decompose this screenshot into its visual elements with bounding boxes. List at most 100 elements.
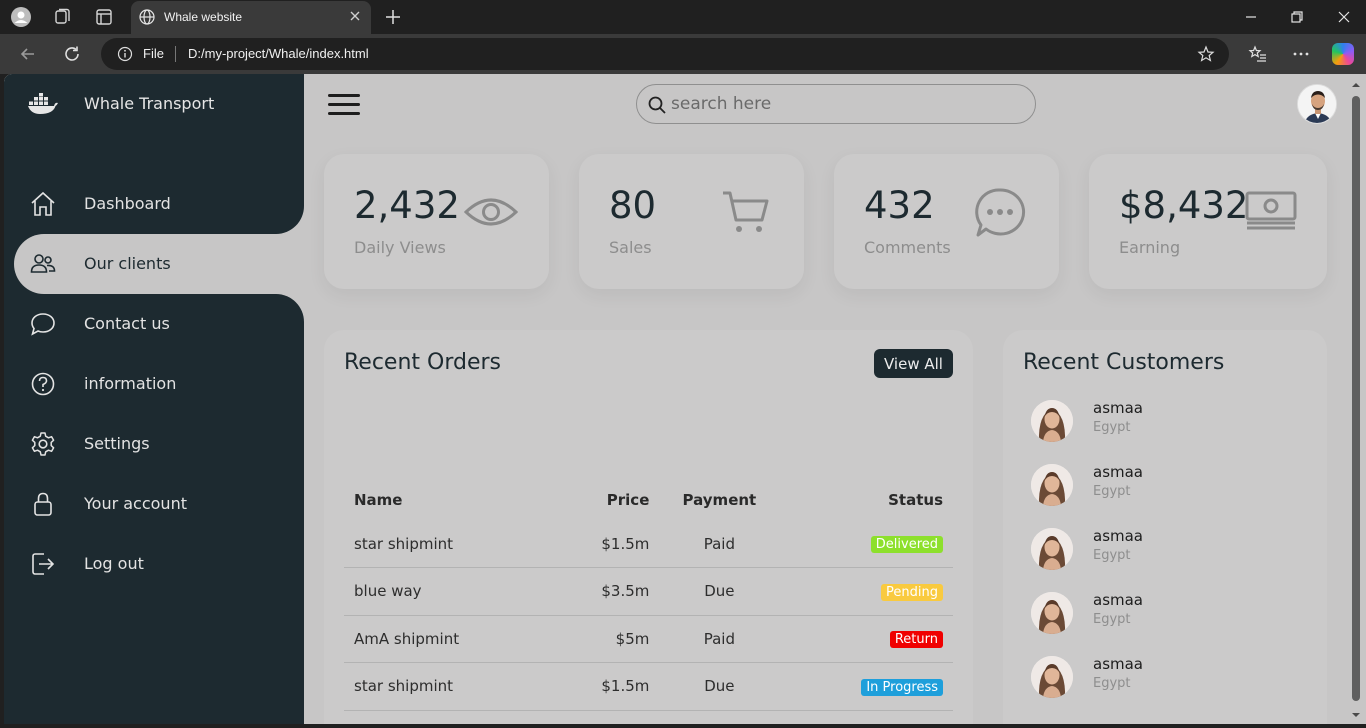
- customer-avatar: [1031, 592, 1073, 634]
- minimize-icon[interactable]: [1243, 9, 1259, 25]
- sidebar-item-dashboard[interactable]: Dashboard: [14, 174, 304, 234]
- status-badge: Pending: [881, 583, 943, 601]
- order-price: $1.5m: [549, 520, 650, 568]
- chat-icon: [31, 313, 55, 336]
- sidebar-item-label: information: [84, 374, 177, 393]
- close-window-icon[interactable]: [1336, 9, 1352, 25]
- search-icon: [648, 96, 666, 114]
- search-box[interactable]: [636, 84, 1036, 124]
- stat-card-sales: 80 Sales: [579, 154, 804, 289]
- search-input[interactable]: [671, 91, 1021, 117]
- order-payment: Due: [649, 662, 790, 711]
- sidebar-item-your-account[interactable]: Your account: [14, 474, 304, 534]
- recent-orders-title: Recent Orders: [344, 350, 502, 375]
- profile-icon[interactable]: [11, 7, 31, 27]
- status-badge: In Progress: [861, 678, 943, 696]
- sidebar-item-label: Our clients: [84, 254, 171, 273]
- favorites-icon[interactable]: [1248, 44, 1268, 64]
- customer-item[interactable]: asmaa Egypt: [1031, 396, 1311, 446]
- table-row[interactable]: AmA shipmint $5m Paid Return: [344, 615, 953, 663]
- sidebar-item-our-clients[interactable]: Our clients: [14, 234, 304, 294]
- customer-photo-icon: [1031, 592, 1073, 634]
- customer-item[interactable]: asmaa Egypt: [1031, 652, 1311, 702]
- customer-photo-icon: [1031, 464, 1073, 506]
- stat-card-comments: 432 Comments: [834, 154, 1059, 289]
- stat-number: 432: [864, 184, 935, 227]
- customer-item[interactable]: asmaa Egypt: [1031, 524, 1311, 574]
- new-tab-icon[interactable]: [383, 7, 403, 27]
- user-avatar[interactable]: [1297, 84, 1337, 124]
- globe-icon: [139, 9, 155, 25]
- help-icon: [31, 372, 55, 396]
- scrollbar-thumb[interactable]: [1352, 96, 1360, 701]
- stat-label: Daily Views: [354, 238, 446, 257]
- url-path[interactable]: D:/my-project/Whale/index.html: [188, 46, 369, 61]
- brand[interactable]: Whale Transport: [28, 92, 214, 116]
- order-payment: Paid: [649, 520, 790, 568]
- sidebar-item-label: Dashboard: [84, 194, 171, 213]
- table-row[interactable]: blue way $3.5m Due Pending: [344, 567, 953, 616]
- restore-icon[interactable]: [1289, 9, 1305, 25]
- sidebar-item-label: Your account: [84, 494, 187, 513]
- sidebar-item-settings[interactable]: Settings: [14, 414, 304, 474]
- table-row[interactable]: star shipmint $1.5m Paid Delivered: [344, 520, 953, 568]
- copilot-icon[interactable]: [1332, 43, 1354, 65]
- order-payment: Due: [649, 567, 790, 616]
- table-row[interactable]: star shipmint $1.5m Due In Progress: [344, 662, 953, 711]
- customer-name: asmaa: [1093, 399, 1144, 417]
- stat-card-earning: $8,432 Earning: [1089, 154, 1327, 289]
- workspaces-icon[interactable]: [52, 7, 72, 27]
- recent-customers-title: Recent Customers: [1023, 350, 1225, 375]
- sidebar-item-log-out[interactable]: Log out: [14, 534, 304, 594]
- tab-actions-icon[interactable]: [94, 7, 114, 27]
- sidebar-item-label: Settings: [84, 434, 150, 453]
- browser-toolbar: File D:/my-project/Whale/index.html: [0, 34, 1366, 74]
- customer-country: Egypt: [1093, 420, 1131, 435]
- close-tab-icon[interactable]: [348, 9, 362, 23]
- customer-avatar: [1031, 464, 1073, 506]
- url-divider: [175, 46, 176, 62]
- menu-toggle-icon[interactable]: [328, 94, 360, 116]
- brand-name: Whale Transport: [84, 94, 215, 113]
- tab-title: Whale website: [164, 10, 243, 24]
- cash-icon: [1245, 191, 1297, 230]
- page-scrollbar[interactable]: [1346, 74, 1366, 724]
- customer-avatar: [1031, 656, 1073, 698]
- info-icon[interactable]: [117, 46, 133, 62]
- sidebar-item-contact-us[interactable]: Contact us: [14, 294, 304, 354]
- refresh-icon[interactable]: [62, 44, 82, 64]
- stat-number: 80: [609, 184, 657, 227]
- sidebar-item-information[interactable]: information: [14, 354, 304, 414]
- customer-avatar: [1031, 528, 1073, 570]
- order-price: $5m: [549, 615, 650, 663]
- scroll-down-icon[interactable]: [1351, 710, 1361, 720]
- customer-avatar: [1031, 400, 1073, 442]
- view-all-button[interactable]: View All: [874, 349, 953, 378]
- col-payment-header: Payment: [682, 491, 757, 509]
- sidebar-item-label: Contact us: [84, 314, 170, 333]
- scroll-up-icon[interactable]: [1351, 80, 1361, 90]
- favorite-star-icon[interactable]: [1197, 45, 1215, 63]
- address-bar[interactable]: File D:/my-project/Whale/index.html: [101, 38, 1229, 70]
- gear-icon: [31, 432, 55, 456]
- customer-item[interactable]: asmaa Egypt: [1031, 460, 1311, 510]
- stat-label: Sales: [609, 238, 652, 257]
- eye-icon: [464, 198, 518, 226]
- sidebar: Whale Transport Dashboard Our clients Co…: [4, 74, 304, 724]
- customer-item[interactable]: asmaa Egypt: [1031, 588, 1311, 638]
- stat-label: Comments: [864, 238, 951, 257]
- customer-photo-icon: [1031, 528, 1073, 570]
- home-icon: [31, 191, 55, 216]
- browser-tab[interactable]: Whale website: [131, 1, 371, 34]
- customer-country: Egypt: [1093, 484, 1131, 499]
- active-curve-bottom: [254, 294, 304, 344]
- comment-icon: [975, 188, 1026, 237]
- url-scheme: File: [143, 46, 164, 61]
- cart-icon: [723, 191, 769, 232]
- customer-country: Egypt: [1093, 676, 1131, 691]
- back-icon[interactable]: [18, 44, 38, 64]
- more-options-icon[interactable]: [1291, 44, 1311, 64]
- order-name: star shipmint: [344, 662, 550, 711]
- page-viewport: Whale Transport Dashboard Our clients Co…: [4, 74, 1366, 724]
- customer-country: Egypt: [1093, 612, 1131, 627]
